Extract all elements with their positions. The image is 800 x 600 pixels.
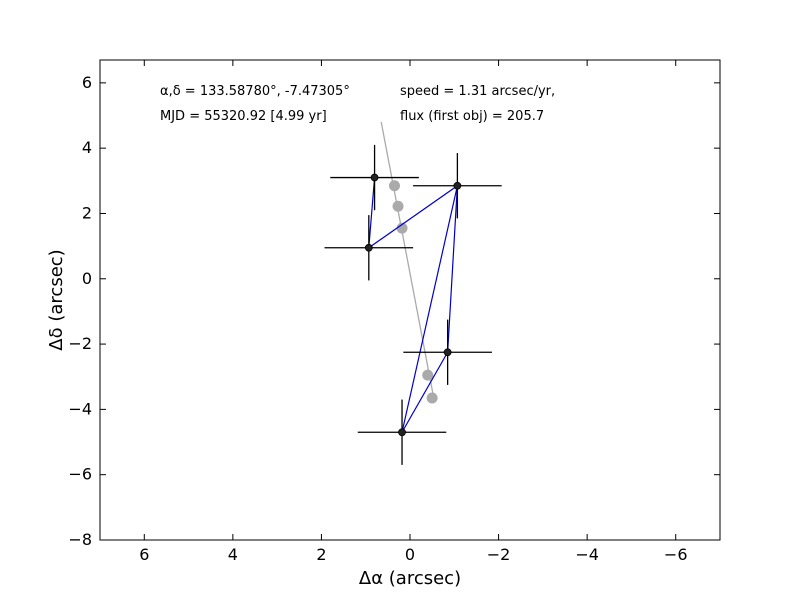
- x-tick-label: −4: [575, 545, 599, 564]
- y-tick-label: −8: [68, 530, 92, 549]
- x-tick-label: −6: [664, 545, 688, 564]
- y-tick-label: 2: [82, 203, 92, 222]
- model-line: [380, 121, 435, 402]
- axis-ticks: 6 4 2 0 −2 −4 −6 −8 −6 −4 −2 0 2 4 6: [68, 60, 720, 564]
- y-tick-label: 0: [82, 269, 92, 288]
- model-track: [380, 121, 438, 404]
- observed-point: [398, 428, 406, 437]
- model-point: [396, 222, 408, 234]
- observed-track: [324, 144, 502, 465]
- x-tick-label: 4: [228, 545, 238, 564]
- x-tick-label: 0: [405, 545, 415, 564]
- observed-point: [364, 243, 373, 252]
- x-tick-label: 2: [316, 545, 326, 564]
- model-point: [422, 369, 434, 381]
- observed-point: [443, 348, 452, 357]
- y-tick-label: −2: [68, 334, 92, 353]
- x-tick-label: −2: [487, 545, 511, 564]
- annotation-speed: speed = 1.31 arcsec/yr,: [400, 84, 555, 99]
- x-axis-label: Δα (arcsec): [359, 568, 461, 589]
- x-tick-label: 6: [139, 545, 149, 564]
- y-axis-label: Δδ (arcsec): [46, 249, 67, 350]
- y-tick-label: −6: [68, 465, 92, 484]
- observed-point: [453, 181, 462, 190]
- plot-area: [99, 59, 721, 541]
- y-tick-label: 4: [82, 138, 92, 157]
- observed-point: [370, 173, 379, 182]
- observed-path: [368, 177, 459, 433]
- y-tick-label: −4: [68, 399, 92, 418]
- annotation-coords: α,δ = 133.58780°, -7.47305°: [160, 84, 350, 99]
- y-tick-label: 6: [82, 73, 92, 92]
- annotation-mjd: MJD = 55320.92 [4.99 yr]: [160, 109, 327, 124]
- model-point: [392, 200, 404, 212]
- model-point: [426, 392, 438, 404]
- annotation-flux: flux (first obj) = 205.7: [400, 109, 544, 124]
- model-point: [389, 180, 400, 192]
